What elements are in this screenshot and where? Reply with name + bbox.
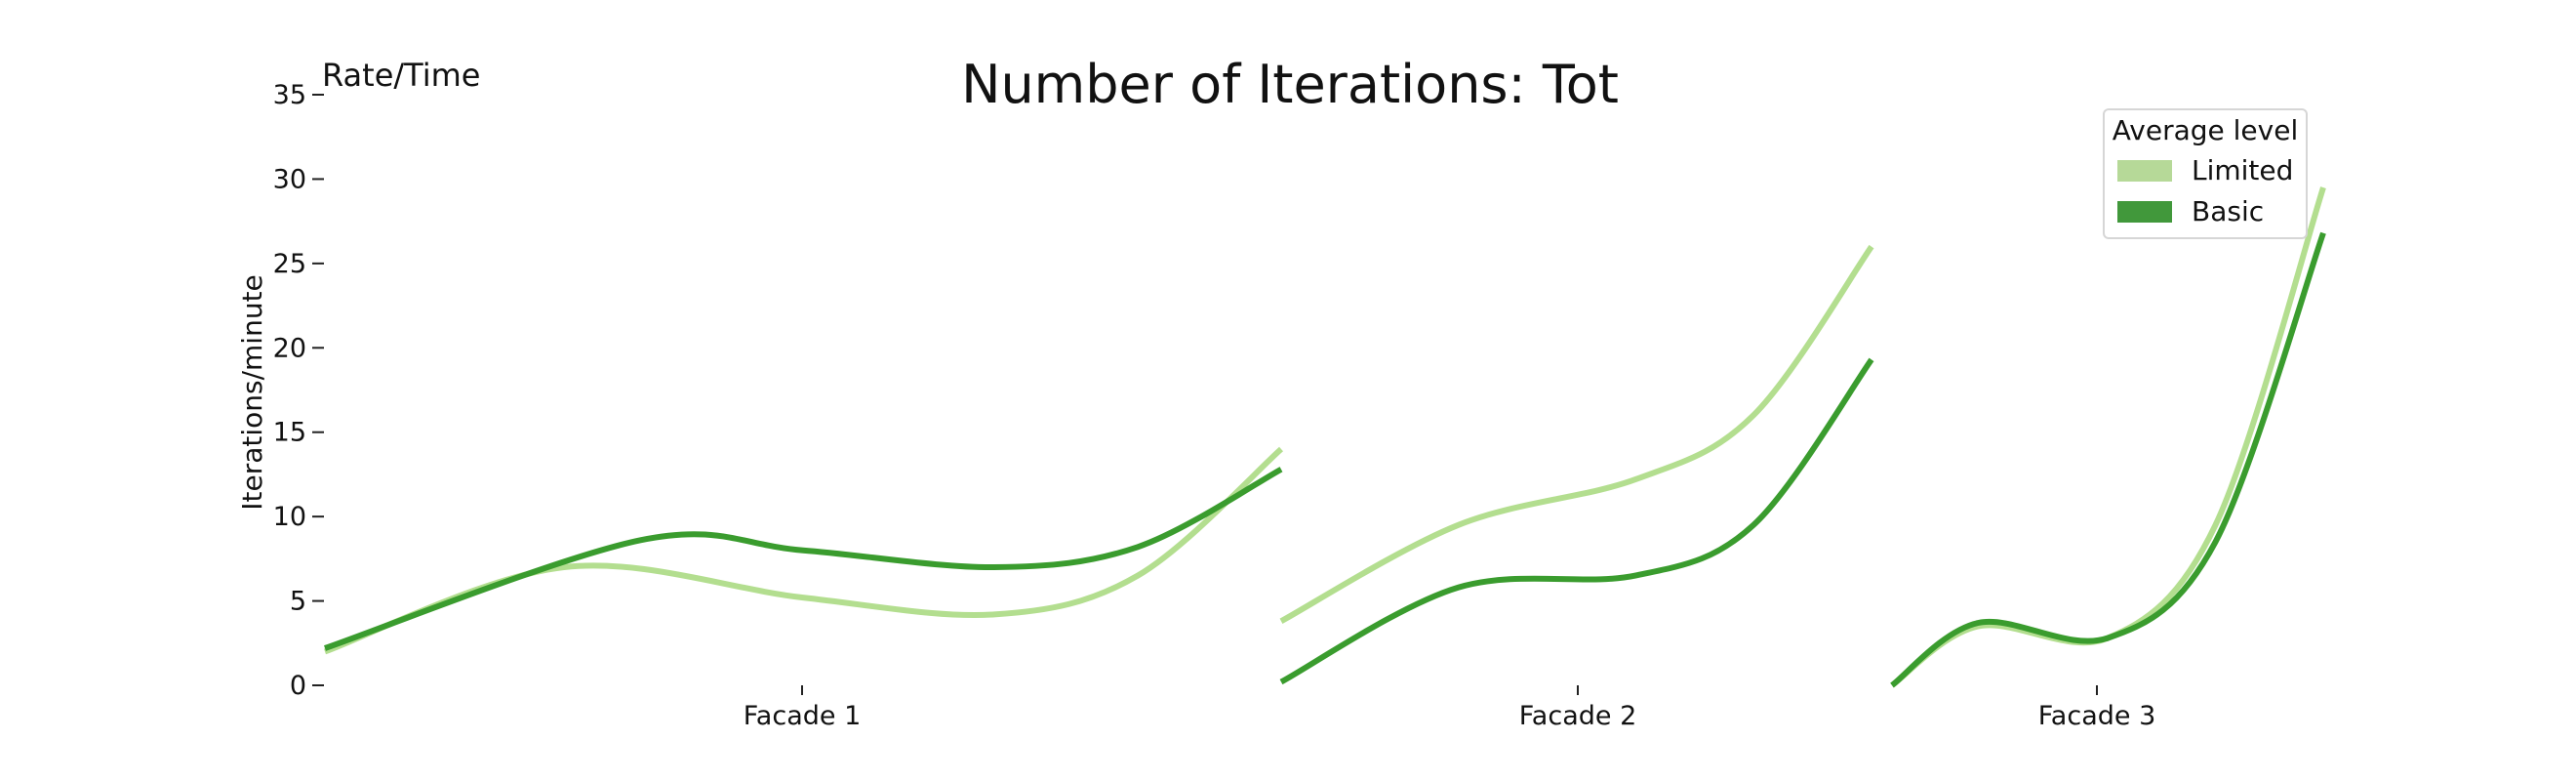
x-tick-label-2: Facade 2 [1519,701,1637,731]
plot-lines [324,186,2326,688]
x-tick-label-3: Facade 3 [2038,701,2156,731]
x-axis: Facade 1 Facade 2 Facade 3 [744,685,2156,731]
legend-swatch-basic [2117,201,2172,223]
legend: Average level Limited Basic [2103,108,2308,239]
y-tick-label-15: 15 [273,418,306,448]
legend-swatch-limited [2117,160,2172,182]
y-tick-label-0: 0 [290,671,306,701]
series-line-basic-facade-1 [324,467,1283,651]
series-line-basic-facade-3 [1890,231,2326,688]
y-tick-label-20: 20 [273,333,306,363]
corner-label: Rate/Time [322,57,480,94]
legend-title: Average level [2113,114,2298,146]
series-line-limited-facade-2 [1279,244,1874,624]
y-tick-label-25: 25 [273,249,306,279]
legend-label-limited: Limited [2192,154,2293,186]
y-tick-label-35: 35 [273,80,306,110]
y-tick-label-30: 30 [273,164,306,194]
chart-title: Number of Iterations: Tot [961,54,1619,115]
legend-label-basic: Basic [2192,195,2264,227]
y-tick-label-5: 5 [290,587,306,617]
y-axis-label: Iterations/minute [236,274,268,511]
y-tick-label-10: 10 [273,502,306,532]
series-line-basic-facade-2 [1279,357,1874,685]
x-tick-label-1: Facade 1 [744,701,862,731]
series-line-limited-facade-3 [1890,186,2326,688]
y-axis: 0 5 10 15 20 25 30 35 [273,80,324,701]
